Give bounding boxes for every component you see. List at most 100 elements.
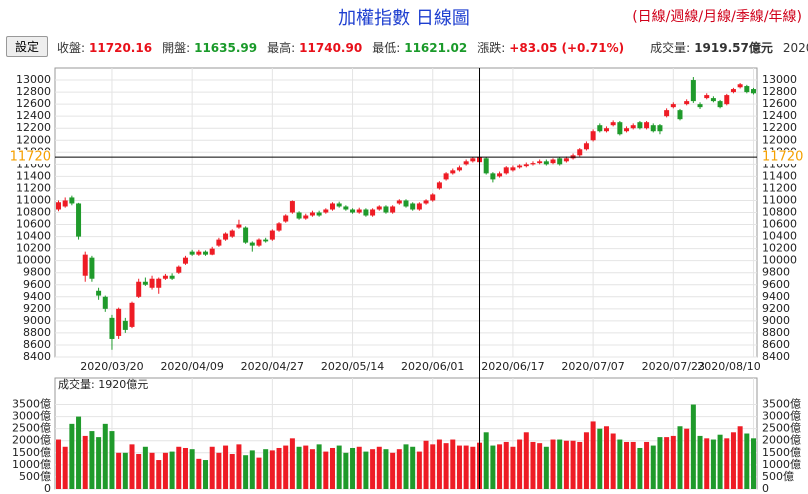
volume-bar <box>416 451 422 489</box>
y-tick-label: 1500億 <box>12 446 51 459</box>
volume-bar <box>189 449 195 489</box>
volume-bar <box>617 439 623 489</box>
volume-bar <box>323 451 329 489</box>
volume-bar <box>737 426 743 489</box>
x-tick-label: 2020/07/07 <box>561 360 624 373</box>
volume-bar <box>316 444 322 489</box>
volume-bar <box>82 435 88 489</box>
y-tick-label-right: 10600 <box>762 218 797 231</box>
volume-bar <box>376 446 382 489</box>
y-tick-label: 12800 <box>16 85 51 98</box>
quote-label: 最低: <box>372 41 401 55</box>
volume-bar <box>176 446 182 489</box>
volume-bar <box>523 432 529 489</box>
candle-body <box>670 104 676 108</box>
candle-body <box>537 161 543 164</box>
volume-bar <box>229 454 235 489</box>
x-tick-label: 2020/06/01 <box>401 360 464 373</box>
candle-body <box>483 158 489 174</box>
candle-body <box>142 281 148 285</box>
volume-bar <box>530 441 536 489</box>
volume-bar <box>430 444 436 489</box>
candle-body <box>737 84 743 88</box>
x-tick-label: 2020/06/17 <box>481 360 544 373</box>
period-link[interactable]: 月線 <box>703 9 732 25</box>
y-tick-label: 8400 <box>23 350 51 363</box>
bracket: ) <box>796 9 802 25</box>
period-link[interactable]: 週線 <box>670 9 699 25</box>
period-link[interactable]: 季線 <box>735 9 764 25</box>
volume-bar <box>710 439 716 489</box>
volume-bar <box>577 441 583 489</box>
volume-bar <box>76 416 82 489</box>
x-tick-label: 2020/05/14 <box>321 360 384 373</box>
settings-button[interactable]: 設定 <box>6 36 48 57</box>
volume-bar <box>396 449 402 489</box>
volume-bar <box>203 460 209 489</box>
y-tick-label-right: 11000 <box>762 193 797 206</box>
volume-bar <box>664 437 670 489</box>
candle-body <box>176 266 182 273</box>
candle-body <box>550 159 556 164</box>
candle-body <box>543 161 549 165</box>
volume-bar <box>62 446 68 489</box>
candle-body <box>490 173 496 180</box>
y-tick-label-right: 11200 <box>762 181 797 194</box>
candle-body <box>416 203 422 210</box>
volume-bar <box>450 439 456 489</box>
volume-bar <box>149 452 155 489</box>
quote-value: 11635.99 <box>194 41 258 55</box>
volume-bar <box>303 445 309 489</box>
volume-bar <box>563 440 569 489</box>
period-link[interactable]: 年線 <box>768 9 797 25</box>
candle-body <box>276 223 282 231</box>
volume-bar <box>503 441 509 489</box>
volume-bar <box>69 423 75 489</box>
volume-bar <box>690 404 696 489</box>
candle-body <box>590 131 596 141</box>
volume-bar <box>142 446 148 489</box>
candle-body <box>624 128 630 132</box>
candle-body <box>697 104 703 108</box>
candle-body <box>256 239 262 246</box>
candle-body <box>269 230 275 240</box>
candle-body <box>610 122 616 126</box>
y-tick-label-right: 12800 <box>762 85 797 98</box>
y-tick-label-right: 9000 <box>762 314 790 327</box>
quote-value: 11720.16 <box>89 41 153 55</box>
candle-body <box>410 203 416 210</box>
y-tick-label: 10600 <box>16 218 51 231</box>
y-tick-label: 12400 <box>16 109 51 122</box>
volume-bar <box>236 444 242 489</box>
period-link[interactable]: 日線 <box>637 9 666 25</box>
candle-body <box>223 233 229 240</box>
volume-bar <box>630 441 636 489</box>
volume-title: 成交量: 1920億元 <box>58 377 148 391</box>
volume-bar <box>209 446 215 489</box>
volume-bar <box>410 446 416 489</box>
candle-body <box>597 125 603 132</box>
crosshair-label-right: 11720 <box>762 150 803 165</box>
y-tick-label-right: 8800 <box>762 326 790 339</box>
candle-body <box>56 202 61 210</box>
candle-body <box>76 203 82 237</box>
y-tick-label: 500億 <box>19 470 51 483</box>
crosshair-label-bg <box>8 150 54 165</box>
volume-bar <box>483 432 489 489</box>
candle-body <box>182 257 188 264</box>
y-tick-label-right: 9200 <box>762 302 790 315</box>
candle-body <box>323 209 329 213</box>
candle-body <box>102 296 108 309</box>
candle-body <box>443 173 449 180</box>
quote-label: 收盤: <box>57 41 86 55</box>
volume-bar <box>583 432 589 489</box>
volume-bar <box>644 441 650 489</box>
volume-bar <box>89 431 95 489</box>
candle-body <box>162 275 168 279</box>
volume-bar <box>243 455 249 489</box>
volume-bar <box>436 439 442 489</box>
volume-bar <box>724 438 730 489</box>
candle-body <box>283 215 289 222</box>
candle-body <box>517 165 523 168</box>
y-tick-label: 9200 <box>23 302 51 315</box>
